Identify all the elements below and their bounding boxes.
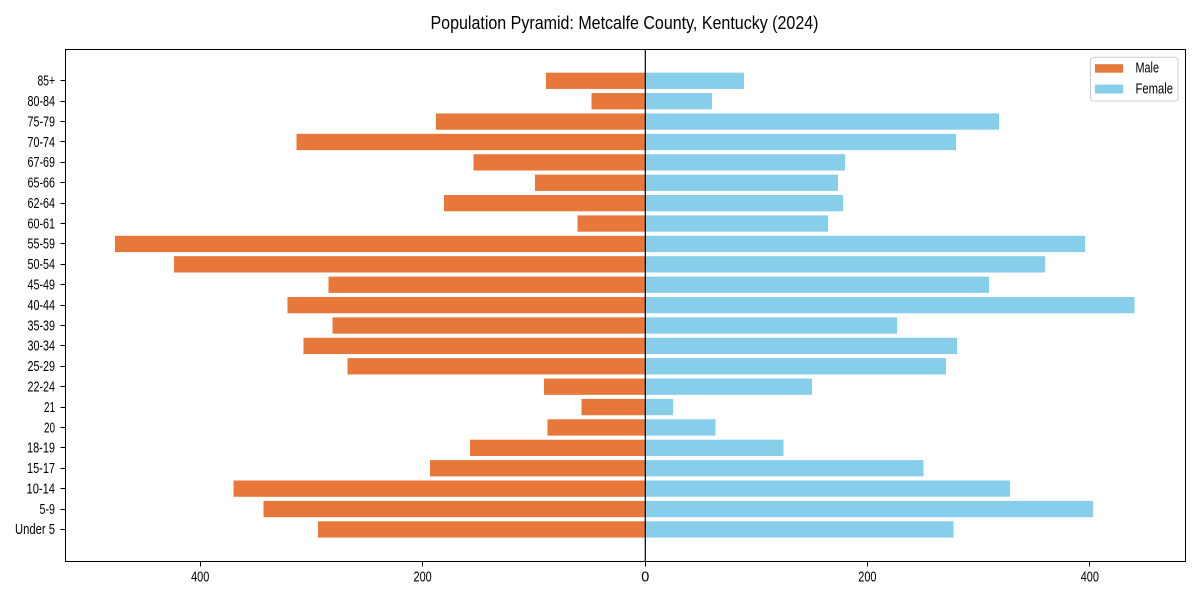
svg-text:10-14: 10-14 xyxy=(27,481,56,497)
svg-text:70-74: 70-74 xyxy=(28,135,56,151)
svg-text:21: 21 xyxy=(44,400,55,416)
svg-text:65-66: 65-66 xyxy=(28,176,56,192)
svg-text:75-79: 75-79 xyxy=(28,114,56,130)
svg-text:80-84: 80-84 xyxy=(28,94,56,110)
svg-text:20: 20 xyxy=(44,420,55,436)
svg-text:67-69: 67-69 xyxy=(28,155,56,171)
svg-text:85+: 85+ xyxy=(38,74,56,90)
svg-text:60-61: 60-61 xyxy=(28,216,56,232)
svg-text:15-17: 15-17 xyxy=(27,461,55,477)
svg-text:45-49: 45-49 xyxy=(28,278,56,294)
svg-text:Under 5: Under 5 xyxy=(15,522,55,538)
svg-text:18-19: 18-19 xyxy=(27,441,55,457)
svg-text:25-29: 25-29 xyxy=(28,359,56,375)
svg-text:200: 200 xyxy=(414,569,432,585)
svg-text:22-24: 22-24 xyxy=(28,379,56,395)
svg-text:Male: Male xyxy=(1136,61,1160,77)
svg-text:55-59: 55-59 xyxy=(28,237,56,253)
svg-text:35-39: 35-39 xyxy=(28,318,56,334)
svg-text:200: 200 xyxy=(858,569,876,585)
svg-text:400: 400 xyxy=(1081,569,1099,585)
svg-text:Population Pyramid: Metcalfe C: Population Pyramid: Metcalfe County, Ken… xyxy=(431,12,819,33)
svg-text:5-9: 5-9 xyxy=(40,502,56,518)
svg-text:40-44: 40-44 xyxy=(28,298,56,314)
svg-text:50-54: 50-54 xyxy=(28,257,56,273)
svg-text:0: 0 xyxy=(641,569,649,585)
svg-text:62-64: 62-64 xyxy=(28,196,56,212)
svg-text:30-34: 30-34 xyxy=(28,339,56,355)
svg-text:Female: Female xyxy=(1136,81,1174,97)
svg-text:400: 400 xyxy=(191,569,209,585)
